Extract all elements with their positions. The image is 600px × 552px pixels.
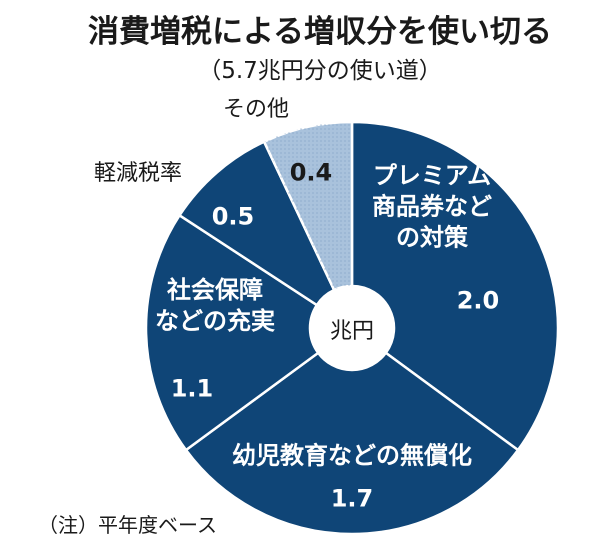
slice-label-4-line-0: その他 xyxy=(223,97,289,122)
slice-label-0-line-1: 商品券など xyxy=(372,193,492,221)
slice-value-3: 0.5 xyxy=(212,203,255,231)
slice-label-2-line-0: 社会保障 xyxy=(167,276,263,304)
slice-value-2: 1.1 xyxy=(171,375,214,403)
slice-value-0: 2.0 xyxy=(457,287,500,315)
slice-label-3-line-0: 軽減税率 xyxy=(94,161,182,186)
slice-label-1-line-0: 幼児教育などの無償化 xyxy=(232,442,472,470)
pie-slice-2 xyxy=(144,213,320,452)
chart-subtitle: （5.7兆円分の使い道） xyxy=(198,58,442,84)
slice-label-0-line-0: プレミアム xyxy=(373,162,491,190)
pie-slice-other-texture xyxy=(264,122,352,291)
footnote: （注）平年度ベース xyxy=(38,513,217,537)
pie-slices xyxy=(144,120,560,536)
slice-value-1: 1.7 xyxy=(331,485,374,513)
center-unit-label: 兆円 xyxy=(330,319,374,344)
slice-label-0-line-2: の対策 xyxy=(396,224,469,252)
chart-title: 消費増税による増収分を使い切る xyxy=(88,14,552,50)
slice-value-4: 0.4 xyxy=(290,159,333,187)
pie-slice-0 xyxy=(350,120,560,452)
pie-slice-3 xyxy=(177,140,336,307)
pie-slice-1 xyxy=(184,351,520,536)
slice-label-2-line-1: などの充実 xyxy=(155,307,275,335)
